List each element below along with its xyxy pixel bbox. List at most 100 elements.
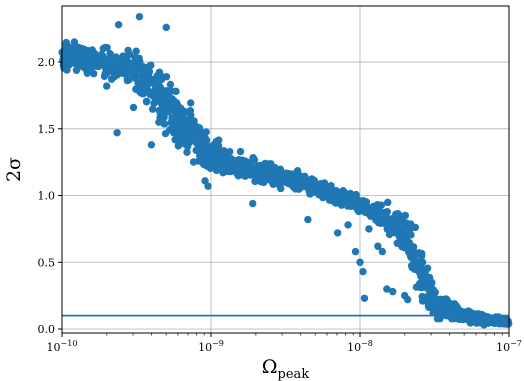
y-tick-label-1: 0.5 bbox=[38, 256, 56, 269]
scatter-point bbox=[428, 279, 435, 286]
scatter-point-outlier bbox=[136, 13, 143, 20]
scatter-point bbox=[195, 147, 202, 154]
scatter-point bbox=[318, 190, 325, 197]
scatter-point bbox=[91, 50, 98, 57]
x-axis-title-subscript: peak bbox=[278, 367, 310, 381]
scatter-point bbox=[414, 283, 421, 290]
scatter-point bbox=[418, 250, 425, 257]
scatter-point-outlier bbox=[334, 229, 341, 236]
scatter-point bbox=[237, 148, 244, 155]
x-tick-label-0: 10−10 bbox=[47, 339, 78, 354]
y-tick-label-2: 1.0 bbox=[38, 190, 56, 203]
scatter-point bbox=[179, 119, 186, 126]
scatter-point bbox=[132, 48, 139, 55]
scatter-point bbox=[124, 77, 131, 84]
scatter-point bbox=[153, 72, 160, 79]
scatter-point-outlier bbox=[115, 21, 122, 28]
scatter-point bbox=[193, 123, 200, 130]
scatter-point bbox=[216, 164, 223, 171]
scatter-point bbox=[189, 133, 196, 140]
scatter-point bbox=[115, 69, 122, 76]
scatter-point bbox=[187, 99, 194, 106]
scatter-point bbox=[146, 63, 153, 70]
scatter-point bbox=[153, 97, 160, 104]
scatter-point bbox=[227, 168, 234, 175]
scatter-point-outlier bbox=[304, 216, 311, 223]
scatter-point bbox=[429, 299, 436, 306]
scatter-point bbox=[143, 98, 150, 105]
x-axis-title: Ωpeak bbox=[262, 356, 310, 381]
y-tick-label-0: 0.0 bbox=[38, 323, 56, 336]
scatter-point bbox=[495, 320, 502, 327]
scatter-point bbox=[397, 212, 404, 219]
scatter-point bbox=[409, 243, 416, 250]
scatter-point bbox=[133, 63, 140, 70]
y-axis-title: 2σ bbox=[3, 157, 25, 182]
scatter-point bbox=[139, 78, 146, 85]
scatter-point-outlier bbox=[352, 248, 359, 255]
scatter-point bbox=[403, 219, 410, 226]
scatter-point bbox=[63, 66, 70, 73]
scatter-point bbox=[384, 199, 391, 206]
x-tick-label-3: 10−7 bbox=[496, 339, 522, 354]
scatter-point-outlier bbox=[113, 129, 120, 136]
scatter-point bbox=[447, 301, 454, 308]
scatter-point bbox=[310, 188, 317, 195]
scatter-point bbox=[215, 147, 222, 154]
scatter-point bbox=[243, 164, 250, 171]
scatter-point-outlier bbox=[249, 200, 256, 207]
scatter-point bbox=[386, 228, 393, 235]
scatter-point bbox=[108, 75, 115, 82]
scatter-point bbox=[162, 107, 169, 114]
scatter-point bbox=[369, 205, 376, 212]
scatter-point-outlier bbox=[379, 248, 386, 255]
scatter-point-outlier bbox=[170, 122, 177, 129]
scatter-point bbox=[276, 179, 283, 186]
y-tick-label-3: 1.5 bbox=[38, 123, 56, 136]
scatter-point bbox=[131, 54, 138, 61]
scatter-point bbox=[477, 315, 484, 322]
scatter-point bbox=[127, 66, 134, 73]
y-tick-label-4: 2.0 bbox=[38, 56, 56, 69]
scatter-point bbox=[270, 168, 277, 175]
scatter-point bbox=[398, 243, 405, 250]
scatter-point bbox=[262, 162, 269, 169]
scatter-point bbox=[162, 95, 169, 102]
scatter-point bbox=[471, 313, 478, 320]
scatter-point bbox=[261, 174, 268, 181]
scatter-point bbox=[456, 316, 463, 323]
scatter-point-outlier bbox=[163, 24, 170, 31]
scatter-point-outlier bbox=[422, 275, 429, 282]
x-axis-ticks: 10−10 10−9 10−8 10−7 bbox=[47, 333, 522, 354]
scatter-point-outlier bbox=[359, 268, 366, 275]
scatter-point bbox=[209, 156, 216, 163]
scatter-point bbox=[122, 58, 129, 65]
scatter-point-outlier bbox=[344, 221, 351, 228]
scatter-point bbox=[403, 235, 410, 242]
scatter-point bbox=[85, 60, 92, 67]
x-axis-title-main: Ω bbox=[262, 356, 278, 378]
scatter-point bbox=[352, 191, 359, 198]
scatter-point bbox=[108, 67, 115, 74]
scatter-point-outlier bbox=[419, 259, 426, 266]
scatter-point-outlier bbox=[389, 288, 396, 295]
scatter-point-outlier bbox=[361, 295, 368, 302]
scatter-point bbox=[68, 47, 75, 54]
scatter-point bbox=[375, 219, 382, 226]
scatter-point bbox=[408, 264, 415, 271]
scatter-point-outlier bbox=[356, 259, 363, 266]
scatter-point bbox=[136, 88, 143, 95]
scatter-point bbox=[167, 81, 174, 88]
scatter-point bbox=[162, 130, 169, 137]
scatter-point bbox=[204, 148, 211, 155]
scatter-point-outlier bbox=[204, 182, 211, 189]
scatter-point-outlier bbox=[155, 118, 162, 125]
scatter-point-outlier bbox=[103, 82, 110, 89]
scatter-point bbox=[139, 69, 146, 76]
scatter-point bbox=[63, 39, 70, 46]
scatter-point bbox=[172, 88, 179, 95]
x-tick-label-2: 10−8 bbox=[347, 339, 373, 354]
scatter-point bbox=[207, 165, 214, 172]
scatter-point bbox=[294, 180, 301, 187]
